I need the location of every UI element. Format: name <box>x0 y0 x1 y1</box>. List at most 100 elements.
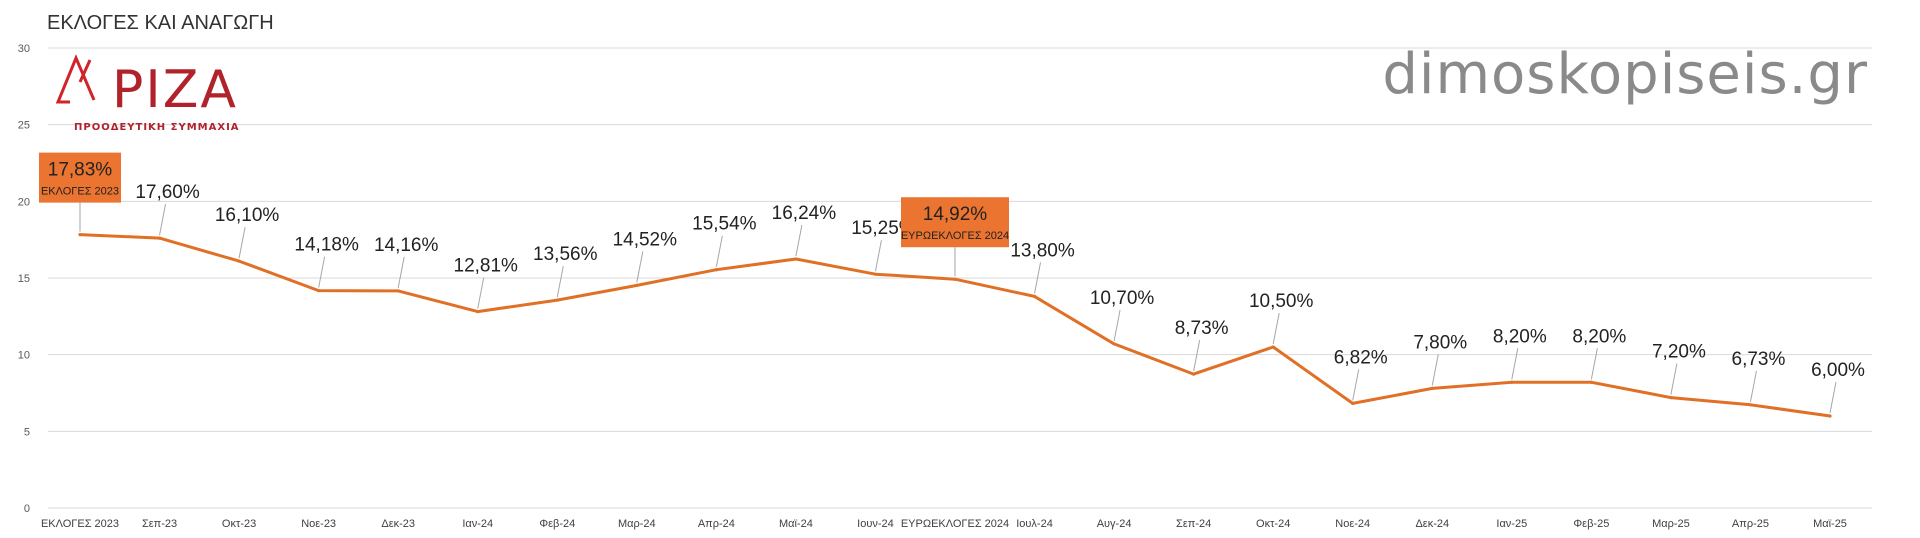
data-label: 14,92% <box>923 204 988 225</box>
leader-line <box>1590 348 1598 380</box>
data-label: 6,82% <box>1334 347 1388 368</box>
x-tick-label: Νοε-23 <box>301 518 336 530</box>
x-tick-label: Ιαν-24 <box>462 518 493 530</box>
data-point <box>555 298 559 302</box>
leader-line <box>1431 354 1439 386</box>
leader-line <box>1749 370 1757 402</box>
data-label: 6,00% <box>1811 360 1865 381</box>
x-tick-label: Ιαν-25 <box>1496 518 1527 530</box>
data-label: 8,20% <box>1572 326 1626 347</box>
data-label: 13,56% <box>533 244 598 265</box>
data-point <box>1112 342 1116 346</box>
data-point <box>635 283 639 287</box>
data-point <box>157 236 162 240</box>
data-label: 14,52% <box>613 229 678 250</box>
highlight-caption: ΕΥΡΩΕΚΛΟΓΕΣ 2024 <box>901 230 1009 242</box>
logo-wordmark: ΡΙΖΑ <box>112 60 238 120</box>
y-tick-label: 5 <box>24 426 30 438</box>
data-label: 8,73% <box>1175 318 1229 339</box>
data-label: 14,16% <box>374 235 439 256</box>
leader-line <box>159 204 167 236</box>
x-tick-label: Απρ-24 <box>698 518 735 530</box>
leader-line <box>636 251 644 283</box>
data-point <box>1828 414 1832 418</box>
data-point <box>873 272 878 276</box>
y-tick-label: 30 <box>18 43 30 55</box>
leader-line <box>1511 348 1519 380</box>
data-label: 6,73% <box>1732 349 1786 370</box>
data-label: 17,60% <box>135 182 200 203</box>
data-point <box>1589 380 1593 384</box>
x-tick-label: Σεπ-23 <box>142 518 177 530</box>
y-tick-label: 10 <box>18 350 30 362</box>
data-point <box>953 277 957 281</box>
data-label: 15,54% <box>692 214 757 235</box>
data-label: 15,25% <box>851 218 916 239</box>
x-tick-label: ΕΚΛΟΓΕΣ 2023 <box>41 518 119 530</box>
x-tick-label: Δεκ-23 <box>381 518 415 530</box>
page-title: ΕΚΛΟΓΕΣ ΚΑΙ ΑΝΑΓΩΓΗ <box>47 12 274 34</box>
x-tick-label: Μαρ-24 <box>618 518 656 530</box>
x-tick-label: Μαϊ-25 <box>1813 518 1847 530</box>
data-point <box>78 233 82 237</box>
x-tick-label: Ιουν-24 <box>857 518 894 530</box>
data-label: 10,50% <box>1249 291 1314 312</box>
data-point <box>396 289 400 293</box>
leader-line <box>1829 381 1837 414</box>
data-point <box>714 268 718 272</box>
x-tick-label: Οκτ-24 <box>1256 518 1290 530</box>
data-point <box>1748 403 1753 407</box>
data-label: 7,20% <box>1652 342 1706 363</box>
x-tick-label: Δεκ-24 <box>1415 518 1449 530</box>
x-tick-label: Απρ-25 <box>1732 518 1769 530</box>
leader-line <box>795 224 803 257</box>
leader-line <box>1034 262 1042 294</box>
data-label: 8,20% <box>1493 326 1547 347</box>
data-label: 16,10% <box>215 205 280 226</box>
logo-subtitle: ΠΡΟΟΔΕΥΤΙΚΗ ΣΥΜΜΑΧΙΑ <box>74 122 240 133</box>
leader-line <box>1670 363 1678 395</box>
data-label: 10,70% <box>1090 288 1155 309</box>
y-tick-label: 20 <box>18 196 30 208</box>
y-tick-label: 25 <box>18 120 30 132</box>
highlight-caption: ΕΚΛΟΓΕΣ 2023 <box>41 186 119 198</box>
x-tick-label: Οκτ-23 <box>222 518 256 530</box>
highlight-label-box <box>901 197 1009 248</box>
data-point <box>1271 345 1275 349</box>
data-point <box>1192 372 1196 376</box>
data-point <box>1351 401 1355 406</box>
highlight-label-box <box>39 152 121 203</box>
x-tick-label: ΕΥΡΩΕΚΛΟΓΕΣ 2024 <box>901 518 1009 530</box>
data-point <box>317 288 321 293</box>
data-label: 17,83% <box>48 160 113 181</box>
data-point <box>1032 294 1037 298</box>
data-label: 12,81% <box>454 256 519 277</box>
x-tick-label: Μαρ-25 <box>1652 518 1690 530</box>
data-point <box>794 257 798 261</box>
leader-line <box>1352 369 1360 401</box>
data-label: 13,80% <box>1010 240 1075 261</box>
data-label: 16,24% <box>772 203 837 224</box>
leader-line <box>1272 312 1280 345</box>
data-point <box>1430 386 1434 390</box>
leader-line <box>397 256 405 288</box>
x-tick-label: Σεπ-24 <box>1176 518 1211 530</box>
leader-line <box>318 256 326 288</box>
x-tick-label: Ιουλ-24 <box>1016 518 1053 530</box>
leader-line <box>874 240 882 272</box>
site-watermark: dimoskopiseis.gr <box>1382 42 1868 107</box>
logo-sigma-icon <box>55 54 96 104</box>
x-tick-label: Φεβ-24 <box>539 518 575 530</box>
data-point <box>1669 396 1673 400</box>
x-tick-label: Φεβ-25 <box>1573 518 1609 530</box>
x-tick-label: Νοε-24 <box>1335 518 1370 530</box>
y-tick-label: 15 <box>18 273 30 285</box>
data-label: 14,18% <box>294 235 359 256</box>
data-label: 7,80% <box>1413 332 1467 353</box>
x-tick-label: Μαϊ-24 <box>779 518 813 530</box>
leader-line <box>1113 309 1121 342</box>
data-point <box>1510 380 1514 384</box>
leader-line <box>1193 340 1201 372</box>
x-tick-label: Αυγ-24 <box>1097 518 1132 530</box>
